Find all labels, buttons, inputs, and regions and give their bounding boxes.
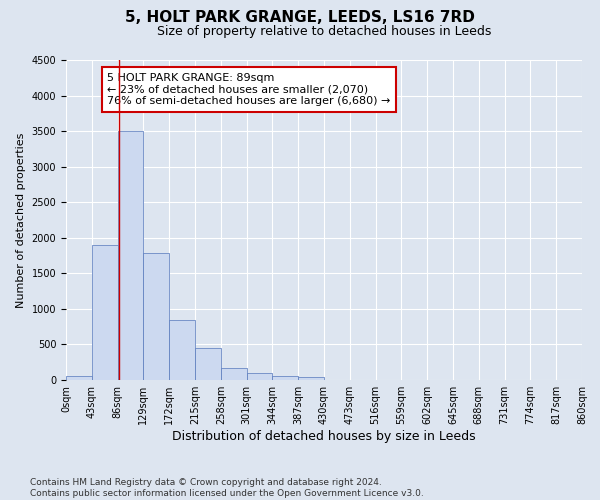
Bar: [118, 131, 143, 380]
Bar: [169, 320, 195, 380]
Bar: [143, 254, 169, 380]
Text: 5, HOLT PARK GRANGE, LEEDS, LS16 7RD: 5, HOLT PARK GRANGE, LEEDS, LS16 7RD: [125, 10, 475, 25]
Bar: [221, 368, 247, 380]
Text: Contains HM Land Registry data © Crown copyright and database right 2024.
Contai: Contains HM Land Registry data © Crown c…: [30, 478, 424, 498]
Bar: [195, 348, 221, 380]
Title: Size of property relative to detached houses in Leeds: Size of property relative to detached ho…: [157, 25, 491, 38]
Text: 5 HOLT PARK GRANGE: 89sqm
← 23% of detached houses are smaller (2,070)
76% of se: 5 HOLT PARK GRANGE: 89sqm ← 23% of detac…: [107, 73, 391, 106]
Y-axis label: Number of detached properties: Number of detached properties: [16, 132, 26, 308]
Bar: [247, 373, 272, 380]
Bar: [298, 377, 324, 380]
Bar: [92, 245, 118, 380]
X-axis label: Distribution of detached houses by size in Leeds: Distribution of detached houses by size …: [172, 430, 476, 443]
Bar: [272, 376, 298, 380]
Bar: [66, 376, 92, 380]
